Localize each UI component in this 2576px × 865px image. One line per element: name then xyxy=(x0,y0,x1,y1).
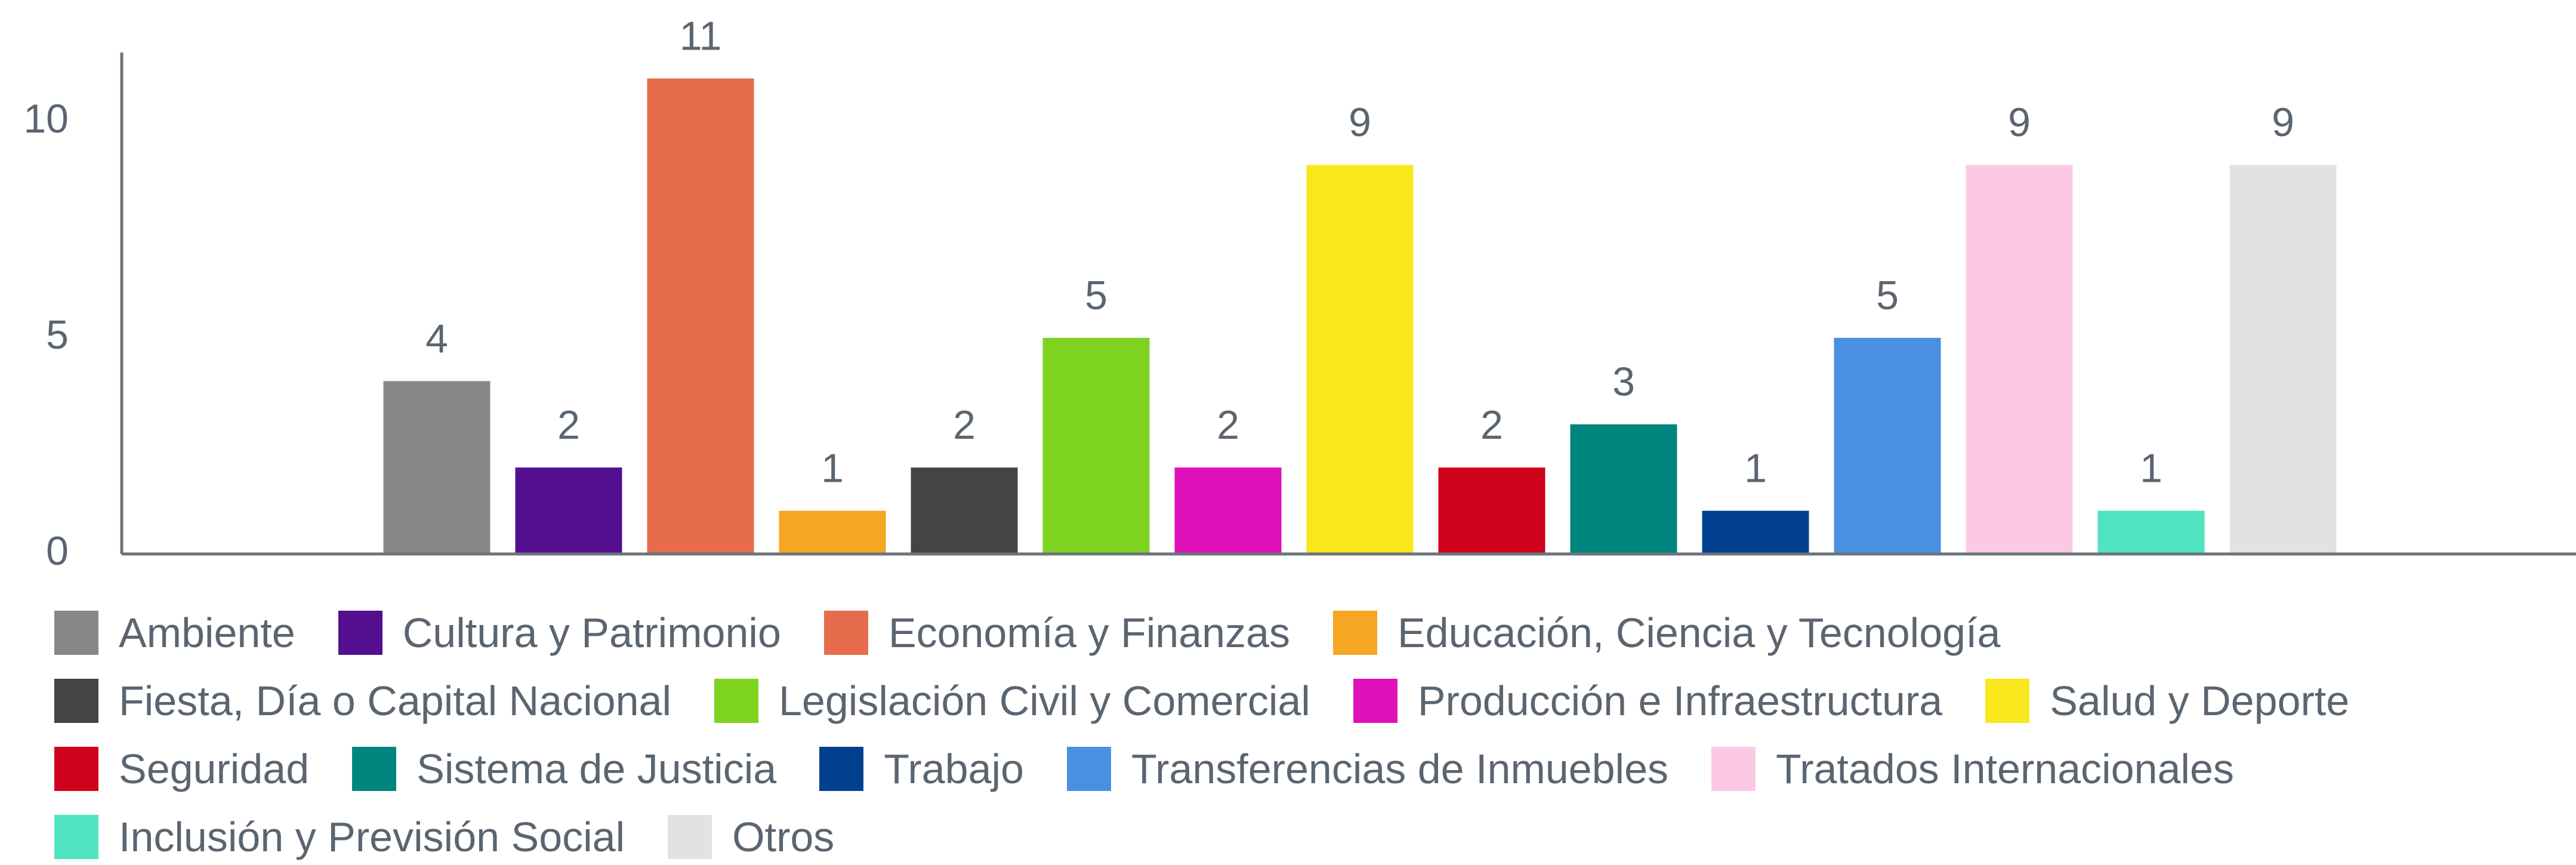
legend-label: Seguridad xyxy=(119,746,310,792)
legend-swatch xyxy=(1332,611,1377,655)
legend-swatch xyxy=(352,747,397,791)
legend-label: Tratados Internacionales xyxy=(1776,746,2234,792)
data-label: 3 xyxy=(1612,359,1635,405)
legend-swatch xyxy=(1711,747,1756,791)
legend-label: Legislación Civil y Comercial xyxy=(779,678,1310,724)
legend-item: Inclusión y Previsión Social xyxy=(54,814,625,860)
bar xyxy=(911,467,1018,554)
legend-swatch xyxy=(54,815,98,859)
bar xyxy=(1042,337,1150,554)
legend-item: Legislación Civil y Comercial xyxy=(714,678,1310,724)
y-tick-label: 5 xyxy=(46,312,69,358)
legend-item: Trabajo xyxy=(819,746,1024,792)
bar xyxy=(1834,337,1941,554)
legend-label: Salud y Deporte xyxy=(2050,678,2350,724)
legend-swatch xyxy=(823,611,868,655)
legend-label: Producción e Infraestructura xyxy=(1417,678,1943,724)
y-tick-label: 10 xyxy=(23,96,69,141)
legend-swatch xyxy=(54,747,98,791)
bar xyxy=(647,78,754,555)
legend-item: Ambiente xyxy=(54,610,295,655)
legend-item: Otros xyxy=(668,814,834,860)
data-label: 4 xyxy=(425,316,448,361)
data-label: 1 xyxy=(1744,446,1767,491)
legend-item: Educación, Ciencia y Tecnología xyxy=(1332,609,2001,656)
data-label: 9 xyxy=(2272,100,2294,145)
data-label: 9 xyxy=(1349,100,1371,145)
legend-swatch xyxy=(1066,747,1111,791)
legend-swatch xyxy=(54,679,98,723)
legend-label: Trabajo xyxy=(884,746,1024,792)
legend-item: Cultura y Patrimonio xyxy=(338,610,781,655)
bar xyxy=(1306,165,1414,554)
legend-item: Producción e Infraestructura xyxy=(1353,678,1942,724)
data-label: 2 xyxy=(1217,402,1239,448)
legend-item: Transferencias de Inmuebles xyxy=(1066,746,1669,792)
legend-label: Transferencias de Inmuebles xyxy=(1131,746,1669,792)
legend-swatch xyxy=(54,611,98,655)
data-label: 1 xyxy=(2140,446,2162,491)
bar xyxy=(1702,510,1809,554)
data-label: 2 xyxy=(557,402,580,448)
bar xyxy=(1966,165,2073,554)
data-label: 5 xyxy=(1876,273,1899,318)
legend-label: Inclusión y Previsión Social xyxy=(119,814,625,860)
legend-item: Tratados Internacionales xyxy=(1711,746,2234,792)
legend-swatch xyxy=(1353,679,1397,723)
data-label: 11 xyxy=(680,13,722,59)
data-label: 2 xyxy=(953,402,976,448)
legend-swatch xyxy=(338,611,382,655)
legend-swatch xyxy=(819,747,864,791)
legend-swatch xyxy=(1985,679,2030,723)
legend-label: Sistema de Justicia xyxy=(417,746,777,792)
data-label: 9 xyxy=(2008,100,2031,145)
legend-label: Ambiente xyxy=(119,609,295,656)
bar xyxy=(1174,467,1282,554)
bar xyxy=(1438,467,1545,554)
legend: Ambiente Cultura y Patrimonio Economía y F… xyxy=(54,610,2560,860)
legend-label: Economía y Finanzas xyxy=(888,609,1290,656)
data-label: 5 xyxy=(1085,273,1107,318)
legend-item: Salud y Deporte xyxy=(1985,678,2349,724)
data-label: 1 xyxy=(821,446,844,491)
legend-item: Sistema de Justicia xyxy=(352,746,776,792)
data-label: 2 xyxy=(1480,402,1503,448)
bar xyxy=(2229,165,2337,554)
bar xyxy=(383,381,490,554)
legend-swatch xyxy=(714,679,758,723)
y-tick-label: 0 xyxy=(46,528,69,574)
legend-label: Educación, Ciencia y Tecnología xyxy=(1397,609,2001,656)
bar xyxy=(515,467,622,554)
bar xyxy=(1570,424,1677,554)
legend-label: Otros xyxy=(732,814,835,860)
legend-label: Fiesta, Día o Capital Nacional xyxy=(119,678,671,724)
bar xyxy=(2097,510,2205,554)
legend-item: Economía y Finanzas xyxy=(823,609,1290,656)
legend-item: Fiesta, Día o Capital Nacional xyxy=(54,678,671,724)
bar xyxy=(779,510,886,554)
legend-label: Cultura y Patrimonio xyxy=(402,609,781,656)
legend-item: Seguridad xyxy=(54,746,309,792)
legend-swatch xyxy=(668,815,712,859)
